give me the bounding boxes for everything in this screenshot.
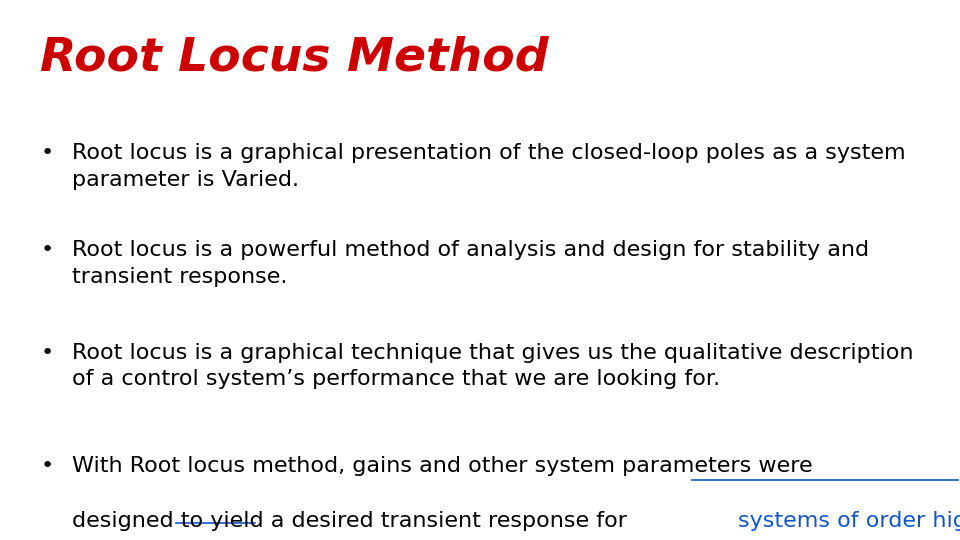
Text: •: • — [40, 240, 54, 260]
Text: Root locus is a graphical presentation of the closed-loop poles as a system
para: Root locus is a graphical presentation o… — [72, 143, 905, 190]
Text: •: • — [40, 143, 54, 163]
Text: With Root locus method, gains and other system parameters were: With Root locus method, gains and other … — [72, 456, 812, 476]
Text: •: • — [40, 456, 54, 476]
Text: Root locus is a graphical technique that gives us the qualitative description
of: Root locus is a graphical technique that… — [72, 343, 914, 389]
Text: Root Locus Method: Root Locus Method — [40, 35, 549, 80]
Text: •: • — [40, 343, 54, 363]
Text: designed to yield a desired transient response for: designed to yield a desired transient re… — [72, 511, 635, 531]
Text: systems of order higher: systems of order higher — [738, 511, 960, 531]
Text: Root locus is a powerful method of analysis and design for stability and
transie: Root locus is a powerful method of analy… — [72, 240, 869, 287]
